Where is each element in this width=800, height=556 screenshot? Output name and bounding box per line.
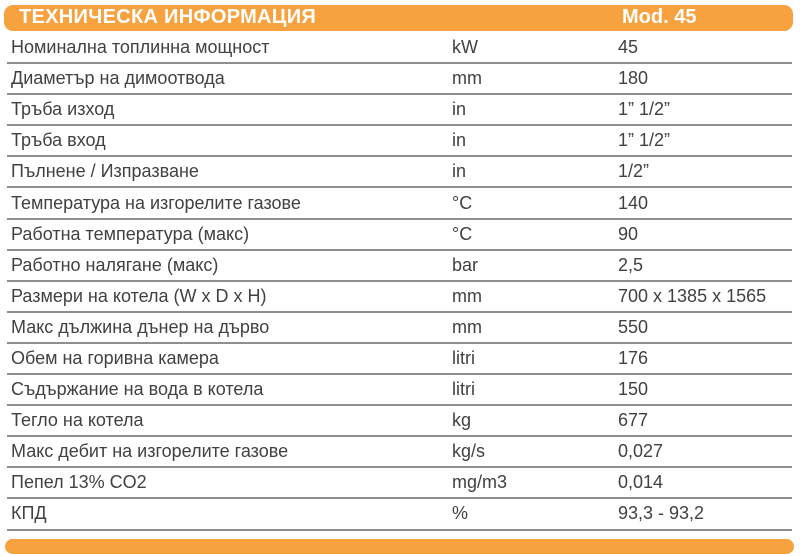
row-label: Макс дължина дънер на дърво — [11, 316, 270, 337]
row-label: Пепел 13% CO2 — [11, 472, 147, 493]
row-unit: mm — [452, 316, 482, 337]
row-value: 176 — [618, 347, 649, 368]
table-row: Обем на горивна камера litri 176 — [7, 344, 792, 376]
row-unit: bar — [452, 254, 479, 275]
row-value: 550 — [618, 316, 649, 337]
row-label: Работно налягане (макс) — [11, 254, 219, 275]
header-bar: ТЕХНИЧЕСКА ИНФОРМАЦИЯ Mod. 45 — [4, 5, 793, 31]
table-row: Размери на котела (W x D x H) mm 700 x 138… — [7, 282, 792, 313]
row-label: Размери на котела (W x D x H) — [11, 285, 267, 306]
spec-table: Номинална топлинна мощност kW 45 Диаметър н… — [7, 33, 792, 531]
bottom-accent-bar — [5, 539, 794, 554]
row-value: 0,014 — [618, 472, 664, 493]
row-value: 677 — [618, 410, 649, 431]
row-value: 2,5 — [618, 254, 644, 275]
table-row: Работно налягане (макс) bar 2,5 — [7, 251, 792, 282]
row-unit: litri — [452, 379, 475, 400]
row-label: Тегло на котела — [11, 410, 144, 431]
table-row: Макс дължина дънер на дърво mm 550 — [7, 313, 792, 344]
model-badge: Mod. 45 — [622, 6, 697, 29]
row-unit: mm — [452, 68, 482, 89]
row-value: 1” 1/2” — [618, 130, 671, 151]
row-value: 90 — [618, 223, 639, 244]
row-label: Съдържание на вода в котела — [11, 379, 264, 400]
row-label: Работна температура (макс) — [11, 223, 250, 244]
table-row: Тегло на котела kg 677 — [7, 406, 792, 438]
row-unit: mg/m3 — [452, 472, 508, 493]
row-label: Номинална топлинна мощност — [11, 37, 270, 58]
table-row: Съдържание на вода в котела litri 150 — [7, 375, 792, 407]
table-row: Температура на изгорелите газове °C 140 — [7, 188, 792, 220]
row-label: Пълнене / Изпразване — [11, 161, 199, 182]
row-value: 180 — [618, 68, 649, 89]
row-label: Тръба вход — [11, 130, 106, 151]
row-value: 140 — [618, 192, 649, 213]
row-unit: in — [452, 99, 467, 120]
table-row: Тръба изход in 1” 1/2” — [7, 95, 792, 127]
row-label: Макс дебит на изгорелите газове — [11, 441, 289, 462]
page-title: ТЕХНИЧЕСКА ИНФОРМАЦИЯ — [19, 6, 317, 29]
table-row: Пълнене / Изпразване in 1/2” — [7, 157, 792, 189]
row-unit: litri — [452, 347, 475, 368]
row-value: 150 — [618, 379, 649, 400]
row-unit: in — [452, 130, 467, 151]
table-row: Тръба вход in 1” 1/2” — [7, 126, 792, 158]
row-unit: in — [452, 161, 467, 182]
row-value: 45 — [618, 37, 639, 58]
row-value: 1/2” — [618, 161, 650, 182]
row-unit: mm — [452, 285, 482, 306]
table-row: Номинална топлинна мощност kW 45 — [7, 33, 792, 65]
row-unit: °C — [452, 223, 473, 244]
row-unit: kW — [452, 37, 478, 58]
row-label: КПД — [11, 503, 47, 524]
table-row: КПД% 93,3 - 93,2 — [7, 499, 792, 531]
row-value: 93,3 - 93,2 — [618, 503, 705, 524]
table-row: Диаметър на димоотвода mm 180 — [7, 64, 792, 96]
row-label: Обем на горивна камера — [11, 347, 219, 368]
row-value: 700 x 1385 x 1565 — [618, 285, 767, 306]
row-label: Температура на изгорелите газове — [11, 192, 301, 213]
table-row: Работна температура (макс) °C 90 — [7, 220, 792, 251]
row-unit: °C — [452, 192, 473, 213]
row-label: Тръба изход — [11, 99, 115, 120]
table-row: Пепел 13% CO2 mg/m3 0,014 — [7, 468, 792, 500]
row-value: 1” 1/2” — [618, 99, 671, 120]
row-unit: % — [452, 503, 469, 524]
row-unit: kg/s — [452, 441, 486, 462]
table-row: Макс дебит на изгорелите газове kg/s 0,027 — [7, 437, 792, 469]
row-value: 0,027 — [618, 441, 664, 462]
row-unit: kg — [452, 410, 472, 431]
row-label: Диаметър на димоотвода — [11, 68, 225, 89]
